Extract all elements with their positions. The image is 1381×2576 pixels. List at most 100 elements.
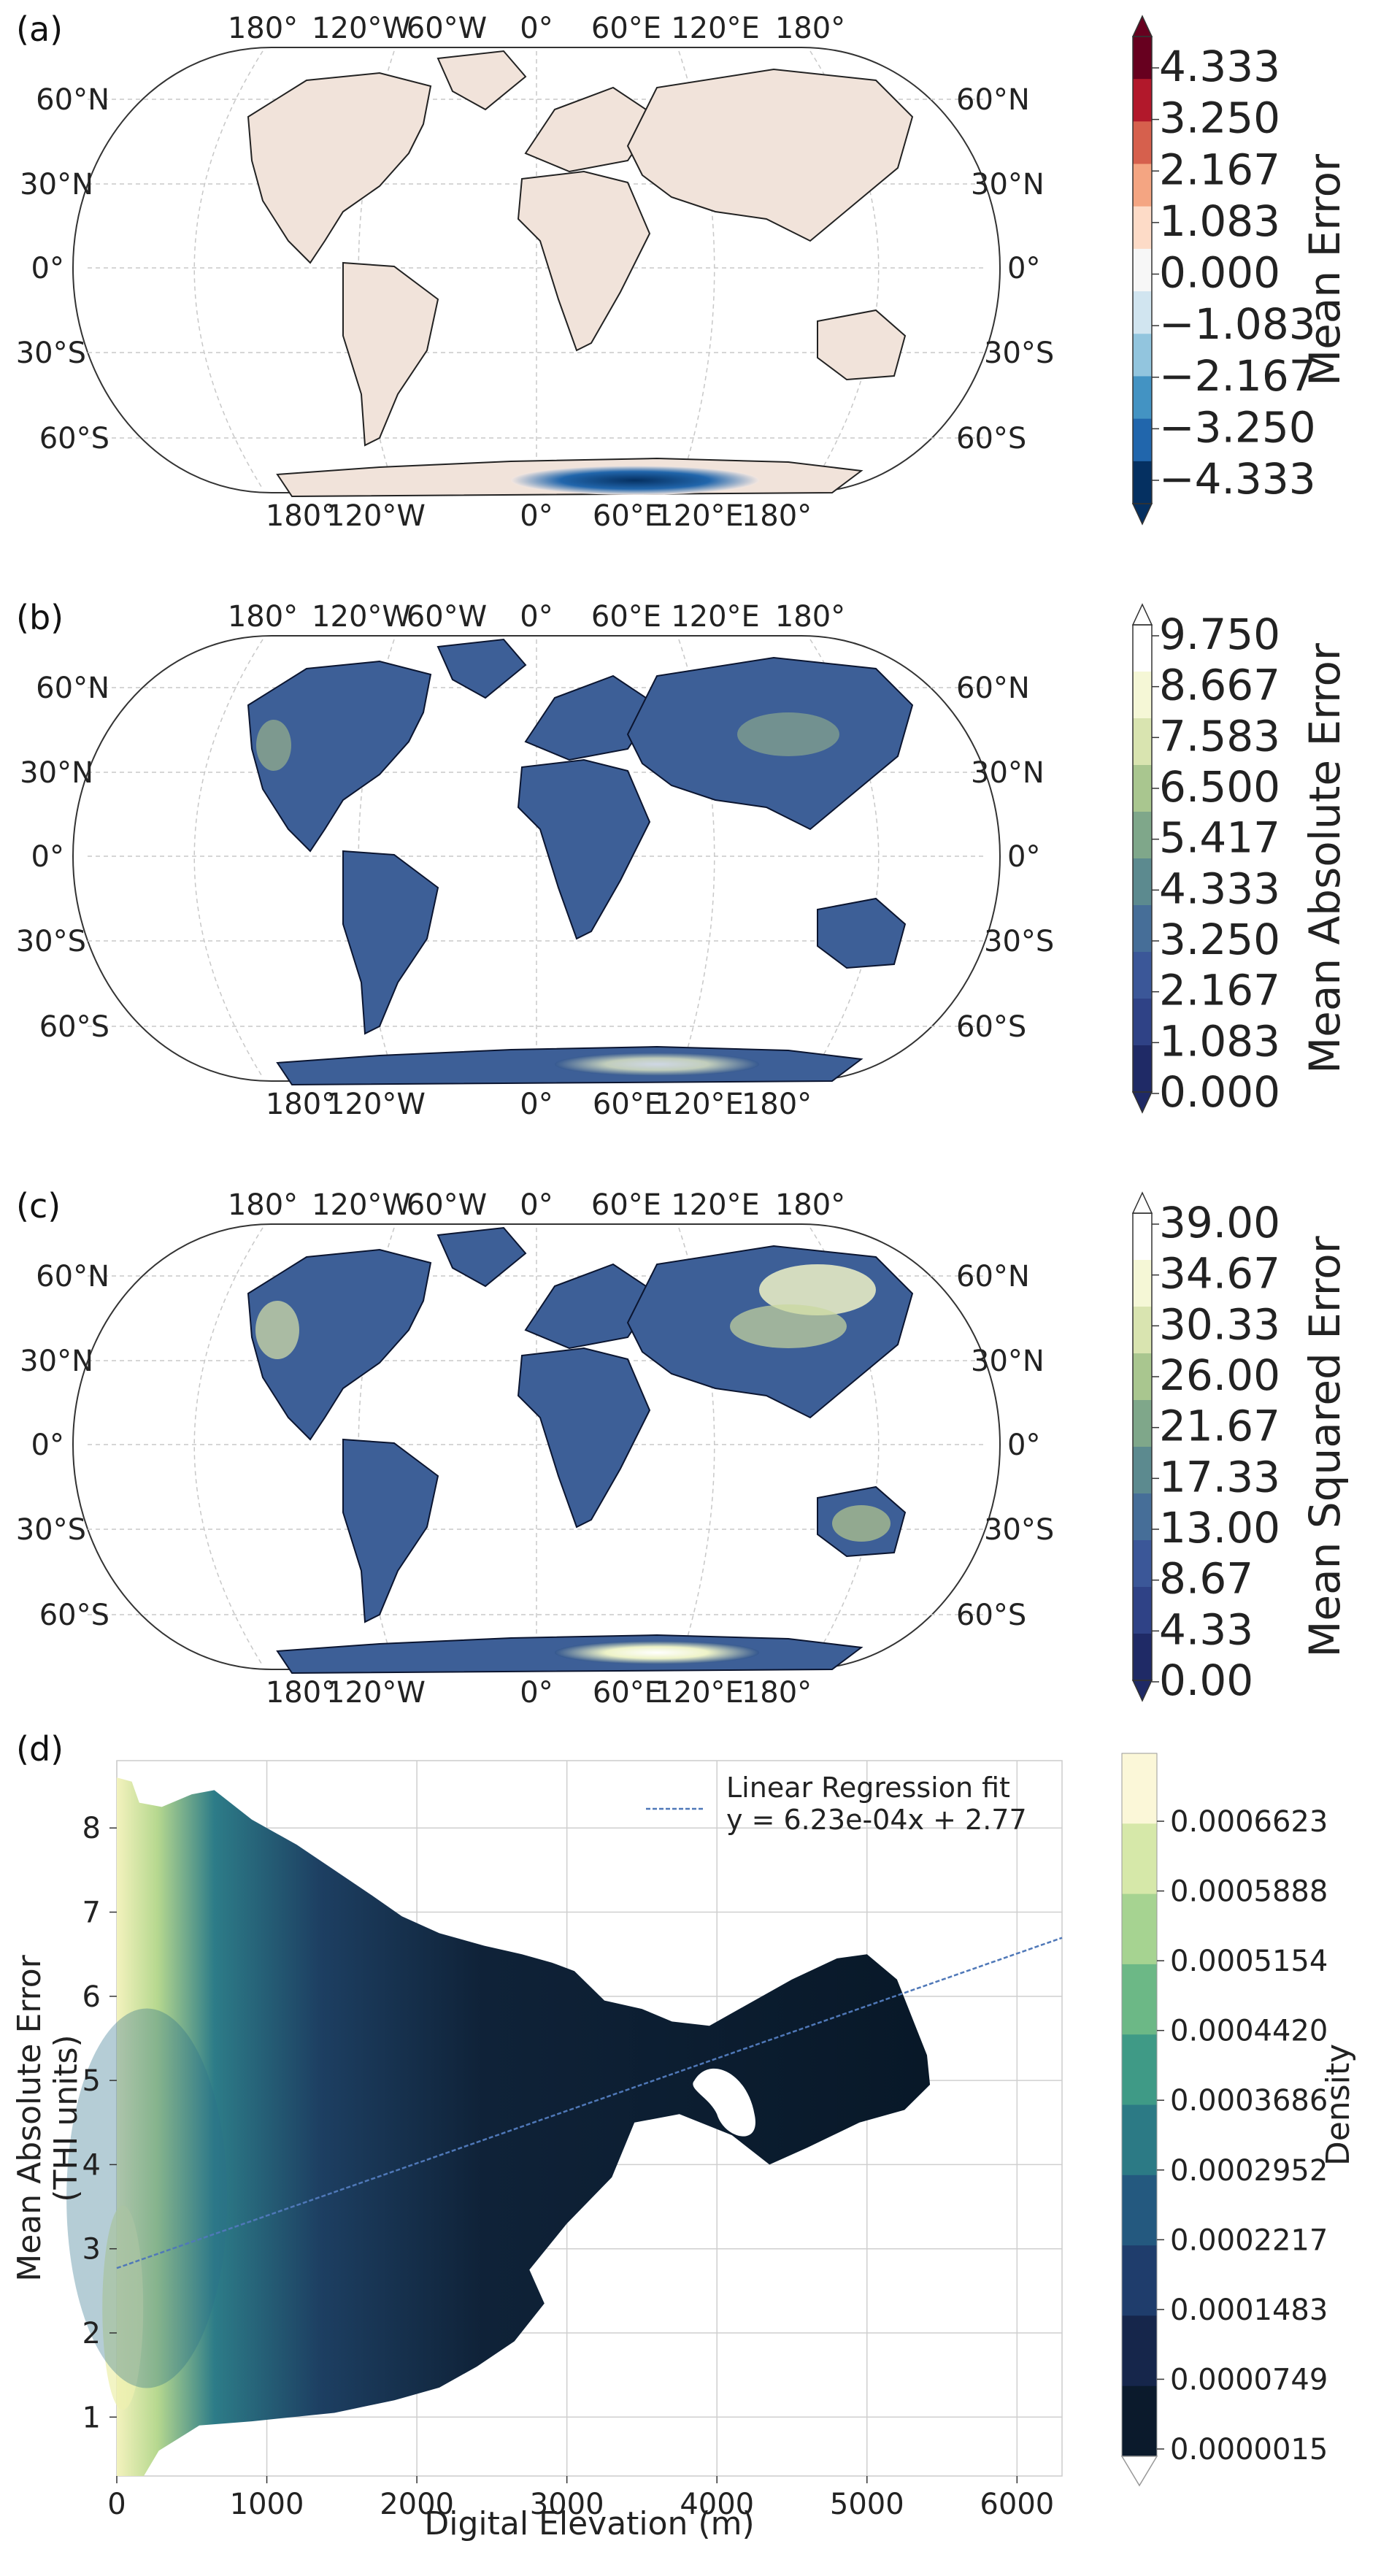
- colorbar-extend-top: [1131, 603, 1153, 626]
- x-tick-label: 6000: [980, 2488, 1054, 2521]
- latitude-label-left: 0°: [31, 840, 64, 874]
- density-colorbar-extend: [1120, 2456, 1158, 2487]
- longitude-label-bottom: 60°E: [593, 1088, 663, 1121]
- colorbar-tick-label: 4.33: [1159, 1604, 1253, 1654]
- latitude-label-left: 60°S: [39, 422, 109, 455]
- colorbar-1: 9.7508.6677.5836.5005.4174.3333.2502.167…: [1131, 603, 1350, 1117]
- graticule-longitude: [809, 1227, 880, 1666]
- colorbar-segment: [1133, 1493, 1152, 1541]
- colorbar-segment: [1133, 812, 1152, 859]
- density-colorbar-segment: [1122, 2315, 1157, 2387]
- colorbar-tick-label: 3.250: [1159, 915, 1280, 964]
- density-colorbar-tick-label: 0.0000015: [1170, 2433, 1328, 2467]
- density-colorbar-tick-label: 0.0001483: [1170, 2294, 1328, 2327]
- colorbar-tick-label: 9.750: [1159, 610, 1280, 659]
- density-colorbar-segment: [1122, 2104, 1157, 2176]
- density-gap: [693, 2068, 755, 2137]
- x-axis-label: Digital Elevation (m): [424, 2505, 754, 2542]
- colorbar-tick-label: 4.333: [1159, 864, 1280, 913]
- density-colorbar-segment: [1122, 2245, 1157, 2316]
- longitude-label-bottom: 180°: [266, 499, 336, 533]
- colorbar-segment: [1133, 79, 1152, 122]
- density-halo: [66, 2008, 228, 2388]
- latitude-label-left: 60°S: [39, 1599, 109, 1632]
- density-colorbar-segment: [1122, 1964, 1157, 2035]
- colorbar-tick-label: −3.250: [1159, 402, 1316, 452]
- graticule-longitude: [809, 50, 880, 490]
- y-tick-label: 5: [82, 2064, 101, 2098]
- graticule-longitude: [809, 639, 880, 1078]
- central-asia-high-error: [730, 1304, 847, 1348]
- landmass-2: [342, 850, 439, 1035]
- density-colorbar-tick-label: 0.0004420: [1170, 2015, 1328, 2048]
- y-tick-label: 4: [82, 2148, 101, 2182]
- landmass-0: [247, 1248, 432, 1441]
- x-tick-label: 0: [107, 2488, 126, 2521]
- longitude-label-bottom: 180°: [742, 1676, 812, 1710]
- graticule-longitude: [193, 50, 263, 490]
- longitude-label-top: 60°E: [591, 1188, 661, 1222]
- latitude-label-right: 30°N: [971, 756, 1045, 790]
- latitude-label-left: 60°S: [39, 1010, 109, 1044]
- colorbar-segment: [1133, 1213, 1152, 1261]
- colorbar-tick-label: 0.000: [1159, 248, 1280, 298]
- colorbar-tick-label: −4.333: [1159, 454, 1316, 504]
- colorbar-segment: [1133, 1260, 1152, 1307]
- longitude-label-top: 120°W: [312, 12, 411, 45]
- longitude-label-top: 60°W: [407, 1188, 487, 1222]
- colorbar-segment: [1133, 1634, 1152, 1681]
- graticule-longitude: [678, 50, 715, 490]
- graticule-longitude: [678, 639, 715, 1078]
- map-panels: 180° 120°W60°W 0° 60°E 120°E 180°180°120°W 0° 6…: [16, 12, 1055, 1710]
- colorbar-tick-label: 30.33: [1159, 1299, 1280, 1349]
- colorbar-segment: [1133, 952, 1152, 999]
- density-colorbar-segment: [1122, 1893, 1157, 1965]
- longitude-label-top: 0°: [520, 600, 553, 634]
- colorbar-segment: [1133, 1447, 1152, 1494]
- longitude-label-top: 0°: [520, 1188, 553, 1222]
- antarctica-anomaly: [511, 466, 759, 495]
- colorbar-segment: [1133, 206, 1152, 250]
- density-colorbar-tick-label: 0.0003686: [1170, 2084, 1328, 2118]
- landmass-5: [626, 68, 914, 242]
- colorbar-segment: [1133, 334, 1152, 377]
- map-panel-0: 180° 120°W60°W 0° 60°E 120°E 180°180°120°W 0° 6…: [16, 12, 1055, 533]
- colorbar-frame: [1132, 36, 1153, 504]
- longitude-label-top: 180°: [775, 600, 845, 634]
- regression-line: [116, 1937, 1063, 2269]
- latitude-label-right: 30°N: [971, 1345, 1045, 1378]
- colorbar-tick-label: 26.00: [1159, 1350, 1280, 1400]
- latitude-label-left: 30°N: [20, 756, 93, 790]
- colorbar-title: Mean Error: [1300, 154, 1350, 386]
- colorbar-tick-label: 8.67: [1159, 1554, 1253, 1604]
- y-tick-label: 6: [82, 1980, 101, 2014]
- colorbar-tick-label: 2.167: [1159, 966, 1280, 1015]
- longitude-label-top: 120°E: [671, 12, 760, 45]
- americas-elevated-error: [256, 720, 291, 771]
- y-axis-label-line: (THI units): [47, 2034, 85, 2202]
- density-colorbar-tick-label: 0.0002952: [1170, 2154, 1328, 2188]
- latitude-label-right: 30°S: [984, 337, 1054, 370]
- density-colorbar-segment: [1122, 2034, 1157, 2105]
- y-axis-label: Mean Absolute Error(THI units): [11, 1954, 85, 2281]
- colorbar-tick-label: 3.250: [1159, 93, 1280, 143]
- panel-a-letter: (a): [16, 9, 63, 49]
- latitude-label-left: 30°S: [16, 1513, 86, 1547]
- colorbar-segment: [1133, 858, 1152, 906]
- density-colorbar-tick-label: 0.0002217: [1170, 2223, 1328, 2257]
- colorbar-segment: [1133, 1307, 1152, 1354]
- y-tick-label: 7: [82, 1896, 101, 1930]
- landmass-6: [817, 309, 907, 381]
- colorbar-2: 39.0034.6730.3326.0021.6717.3313.008.674…: [1131, 1191, 1350, 1705]
- colorbar-segment: [1133, 1540, 1152, 1588]
- x-tick-label: 2000: [380, 2488, 454, 2521]
- longitude-label-bottom: 180°: [266, 1676, 336, 1710]
- latitude-label-left: 60°N: [36, 83, 109, 117]
- y-tick-label: 3: [82, 2233, 101, 2267]
- latitude-label-right: 30°S: [984, 1513, 1054, 1547]
- latitude-label-right: 30°S: [984, 925, 1054, 958]
- latitude-label-right: 60°S: [956, 422, 1026, 455]
- longitude-label-bottom: 180°: [266, 1088, 336, 1121]
- legend-label: Linear Regression fit: [726, 1772, 1010, 1804]
